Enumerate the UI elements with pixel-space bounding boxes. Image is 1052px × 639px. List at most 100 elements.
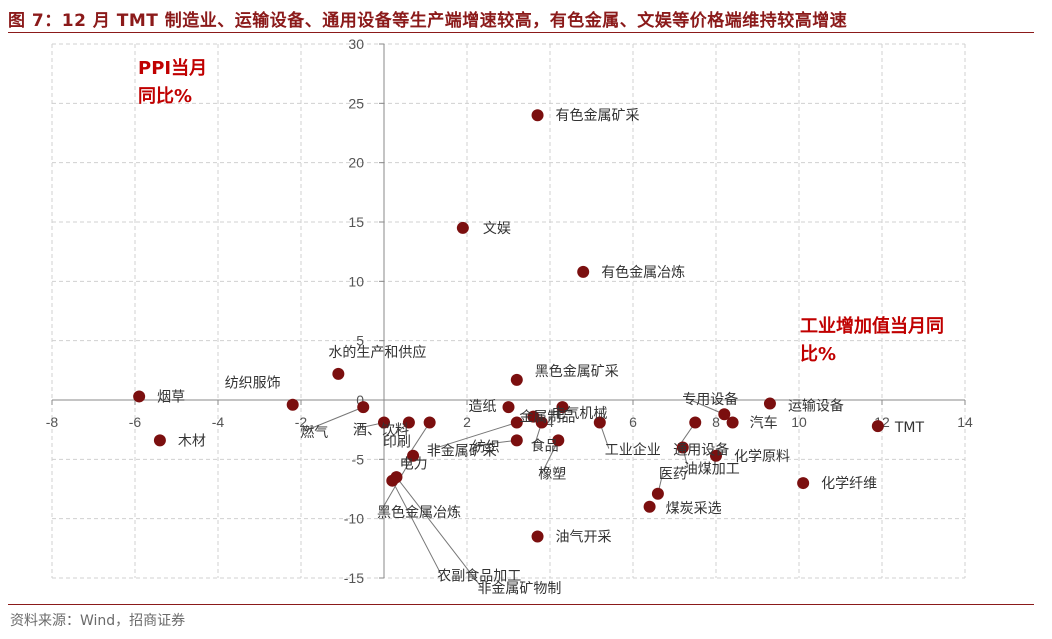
data-points	[133, 109, 884, 543]
y-tick-labels: -15 -10 -5 0 5 10 15 20 25 30	[344, 36, 364, 586]
x-tick-label: -8	[46, 414, 59, 430]
data-point	[510, 373, 523, 386]
title-rule	[8, 32, 1034, 33]
point-label: 水的生产和供应	[328, 344, 426, 361]
data-point	[378, 416, 390, 429]
y-tick-label: 30	[348, 36, 364, 52]
x-tick-label: 14	[957, 414, 973, 430]
data-point	[593, 416, 606, 429]
leader-line	[396, 476, 482, 588]
point-label: 有色金属冶炼	[601, 264, 685, 281]
x-tick-label: 2	[463, 414, 471, 430]
leader-line	[430, 422, 517, 451]
y-tick-label: -5	[352, 451, 365, 467]
point-label: 化学纤维	[821, 476, 877, 492]
point-label: 电气机械	[551, 406, 607, 422]
point-label: 橡塑	[538, 466, 566, 482]
point-label: 有色金属矿采	[556, 107, 640, 124]
x-tick-label: -6	[129, 414, 142, 430]
data-point	[133, 390, 146, 403]
x-tick-label: 6	[629, 414, 637, 430]
point-label: 纺织服饰	[225, 376, 281, 392]
point-label: 烟草	[157, 389, 185, 405]
data-point	[710, 449, 722, 462]
data-point	[689, 416, 702, 429]
y-tick-label: 0	[356, 392, 364, 408]
point-label: 纺织	[472, 439, 500, 455]
x-tick-labels: -8-6-4-202468101214	[46, 414, 973, 430]
data-point	[332, 367, 345, 380]
leader-line	[304, 406, 364, 432]
point-label: 油煤加工	[684, 461, 740, 477]
x-tick-label: -4	[212, 414, 225, 430]
point-label: 煤炭采选	[666, 501, 722, 517]
point-label: 通用设备	[673, 442, 729, 459]
point-label: 食品	[531, 438, 559, 455]
point-label: 电力	[400, 457, 428, 473]
point-label: 文娱	[483, 221, 511, 237]
x-tick-label: 10	[791, 414, 807, 430]
y-tick-label: 5	[356, 333, 364, 349]
data-point	[718, 408, 731, 421]
point-label: 黑色金属矿采	[535, 363, 619, 380]
data-point	[871, 420, 884, 433]
data-point	[502, 401, 515, 414]
data-point	[456, 221, 469, 234]
point-label: 造纸	[469, 399, 497, 415]
data-point	[402, 416, 415, 429]
data-point	[423, 416, 436, 429]
data-point	[676, 441, 689, 454]
data-point	[510, 434, 523, 447]
y-tick-label: 10	[348, 273, 364, 289]
point-label: TMT	[894, 420, 925, 436]
point-label: 汽车	[750, 415, 778, 432]
figure-title: 图 7：12 月 TMT 制造业、运输设备、通用设备等生产端增速较高，有色金属、…	[8, 11, 848, 31]
data-point	[357, 401, 370, 414]
x-axis-title: 工业增加值当月同 比%	[800, 315, 950, 365]
x-tick-label: -2	[295, 414, 308, 430]
point-label: 运输设备	[788, 398, 844, 415]
data-point	[407, 449, 420, 462]
y-axis-title: PPI当月 同比%	[138, 57, 213, 107]
point-label: 燃气	[300, 424, 328, 441]
leader-line	[475, 439, 517, 446]
point-label: 油气开采	[556, 529, 612, 545]
y-tick-label: 15	[348, 214, 364, 230]
data-point	[153, 434, 166, 447]
point-label: 专用设备	[682, 391, 738, 408]
point-label: 农副食品加工	[437, 568, 521, 585]
y-tick-label: 20	[348, 155, 364, 171]
point-label: 金属制品	[519, 410, 575, 426]
data-point	[535, 416, 548, 429]
data-point	[763, 397, 776, 410]
leader-line	[391, 480, 442, 575]
point-label: 医药	[659, 467, 687, 483]
x-tick-label: 8	[712, 414, 720, 430]
data-point	[531, 109, 544, 122]
data-point	[556, 401, 569, 414]
y-tick-label: -10	[344, 511, 364, 527]
data-point	[527, 410, 540, 423]
point-label: 黑色金属冶炼	[377, 504, 461, 521]
point-label: 工业企业	[605, 442, 661, 459]
point-label: 化学原料	[734, 449, 790, 465]
data-point	[577, 265, 590, 278]
data-point	[552, 434, 565, 447]
point-label: 非金属矿采	[427, 444, 497, 460]
point-label: 印刷	[383, 435, 411, 451]
footer-rule	[8, 604, 1034, 605]
point-label: 酒、饮料	[353, 423, 409, 439]
data-point	[797, 477, 810, 490]
source-note: 资料来源：Wind，招商证券	[10, 613, 186, 629]
x-tick-label: 4	[546, 414, 554, 430]
data-point	[726, 416, 739, 429]
y-tick-label: 25	[348, 95, 364, 111]
data-point	[651, 487, 664, 500]
data-point	[531, 530, 544, 543]
gridlines	[51, 43, 966, 579]
point-label: 木材	[178, 433, 206, 449]
axes	[51, 43, 966, 579]
data-point	[643, 500, 656, 513]
